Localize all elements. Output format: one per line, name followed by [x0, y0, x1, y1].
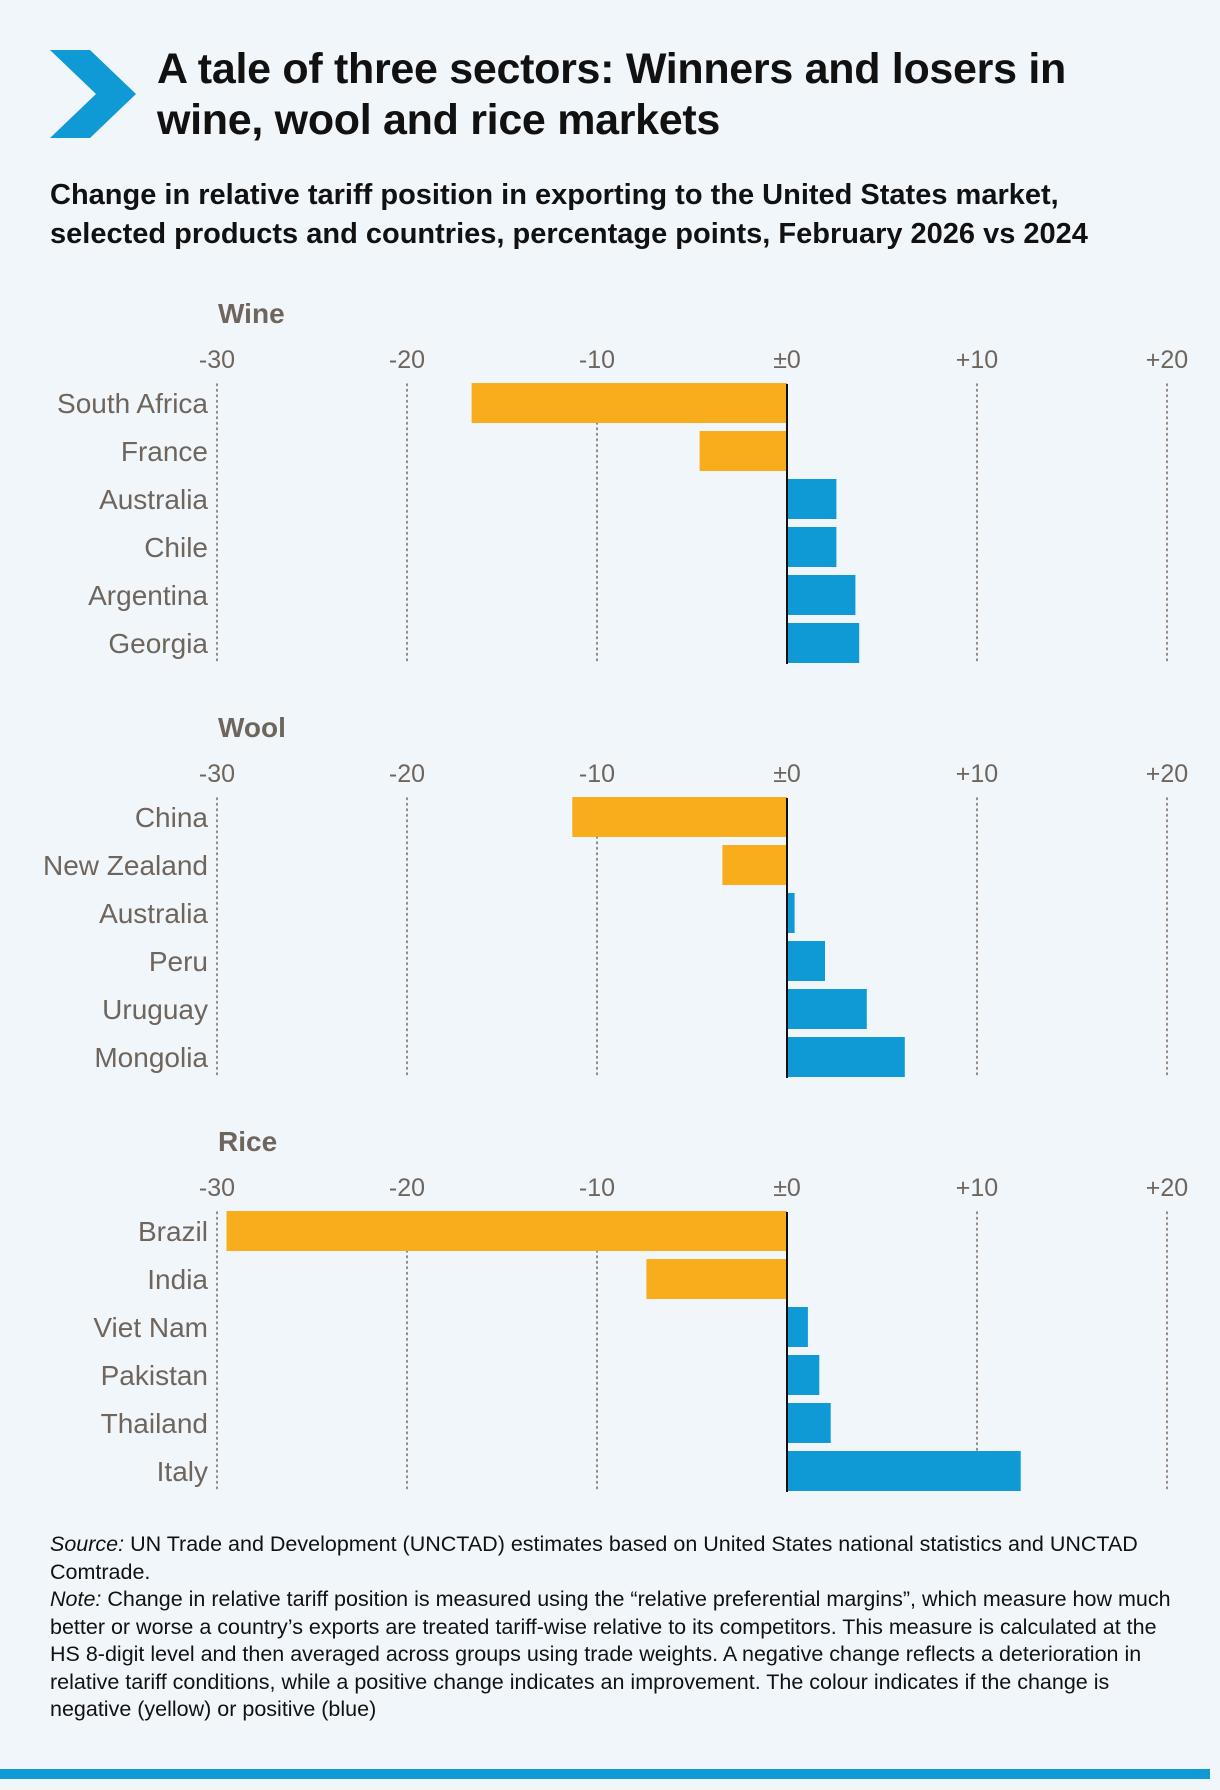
wool-category-label: China: [135, 802, 209, 833]
wool-tick-label: -30: [199, 760, 235, 788]
rice-tick-label: -10: [579, 1174, 615, 1202]
wine-tick-label: +20: [1146, 346, 1188, 374]
source-text: UN Trade and Development (UNCTAD) estima…: [50, 1532, 1138, 1584]
rice-bar: [787, 1403, 831, 1443]
source-line: Source: UN Trade and Development (UNCTAD…: [50, 1531, 1180, 1586]
wine-chart: Wine -30 -20 -10 ±0 +10 +20 South Africa France A…: [57, 298, 1188, 665]
rice-category-label: Italy: [157, 1456, 208, 1487]
wool-bar: [722, 845, 787, 885]
rice-bar: [787, 1307, 808, 1347]
wool-tick-label: -10: [579, 760, 615, 788]
chart-subtitle: Change in relative tariff position in ex…: [50, 179, 1088, 250]
wool-sector-title: Wool: [218, 712, 286, 743]
rice-chart: Rice -30 -20 -10 ±0 +10 +20 Brazil India Viet Nam…: [93, 1126, 1188, 1493]
wine-sector-title: Wine: [218, 298, 285, 329]
wine-category-label: South Africa: [57, 388, 208, 419]
note-text: Change in relative tariff position is me…: [50, 1587, 1171, 1721]
rice-sector-title: Rice: [218, 1126, 277, 1157]
wool-category-label: Mongolia: [94, 1042, 208, 1073]
rice-tick-label: +20: [1146, 1174, 1188, 1202]
bottom-rule: [0, 1769, 1210, 1779]
wool-category-label: Australia: [99, 898, 208, 929]
rice-tick-label: -30: [199, 1174, 235, 1202]
wool-bar: [787, 989, 867, 1029]
rice-tick-label: ±0: [773, 1174, 801, 1202]
wine-chart-panel: Wine -30 -20 -10 ±0 +10 +20 South Africa France A…: [0, 286, 1220, 686]
wine-category-label: Australia: [99, 484, 208, 515]
rice-category-label: Brazil: [138, 1216, 208, 1247]
rice-category-label: India: [147, 1264, 208, 1295]
wine-tick-label: -20: [389, 346, 425, 374]
wool-tick-label: -20: [389, 760, 425, 788]
rice-chart-panel: Rice -30 -20 -10 ±0 +10 +20 Brazil India Viet Nam…: [0, 1114, 1220, 1514]
rice-category-label: Viet Nam: [93, 1312, 208, 1343]
rice-bar: [646, 1259, 787, 1299]
wine-tick-label: +10: [956, 346, 998, 374]
wool-category-label: New Zealand: [43, 850, 208, 881]
wool-category-label: Uruguay: [102, 994, 208, 1025]
wine-bar: [699, 431, 787, 471]
wool-tick-label: +20: [1146, 760, 1188, 788]
wine-category-label: Chile: [144, 532, 208, 563]
wool-bar: [787, 893, 795, 933]
wool-bar: [572, 797, 787, 837]
wool-tick-label: +10: [956, 760, 998, 788]
wool-bar: [787, 1037, 905, 1077]
wine-bar: [787, 575, 856, 615]
wine-tick-label: ±0: [773, 346, 801, 374]
wool-chart: Wool -30 -20 -10 ±0 +10 +20 China New Zealand Aus…: [43, 712, 1188, 1079]
rice-tick-label: -20: [389, 1174, 425, 1202]
wine-tick-label: -30: [199, 346, 235, 374]
source-notes: Source: UN Trade and Development (UNCTAD…: [50, 1531, 1180, 1724]
wine-bar: [471, 383, 787, 423]
wool-category-label: Peru: [149, 946, 208, 977]
wool-tick-label: ±0: [773, 760, 801, 788]
chevron-logo-icon: [50, 50, 136, 138]
page-title: A tale of three sectors: Winners and los…: [157, 45, 1066, 144]
wine-bar: [787, 527, 837, 567]
note-line: Note: Change in relative tariff position…: [50, 1586, 1180, 1724]
wine-category-label: Argentina: [88, 580, 208, 611]
rice-bar: [787, 1451, 1021, 1491]
wine-bar: [787, 479, 837, 519]
rice-tick-label: +10: [956, 1174, 998, 1202]
rice-bar: [226, 1211, 787, 1251]
wine-tick-label: -10: [579, 346, 615, 374]
rice-category-label: Thailand: [101, 1408, 208, 1439]
rice-category-label: Pakistan: [101, 1360, 208, 1391]
wine-bar: [787, 623, 860, 663]
wool-bar: [787, 941, 825, 981]
wine-category-label: France: [121, 436, 208, 467]
wool-chart-panel: Wool -30 -20 -10 ±0 +10 +20 China New Zealand Aus…: [0, 700, 1220, 1100]
source-label: Source:: [50, 1532, 125, 1556]
wine-category-label: Georgia: [108, 628, 208, 659]
note-label: Note:: [50, 1587, 102, 1611]
rice-bar: [787, 1355, 820, 1395]
